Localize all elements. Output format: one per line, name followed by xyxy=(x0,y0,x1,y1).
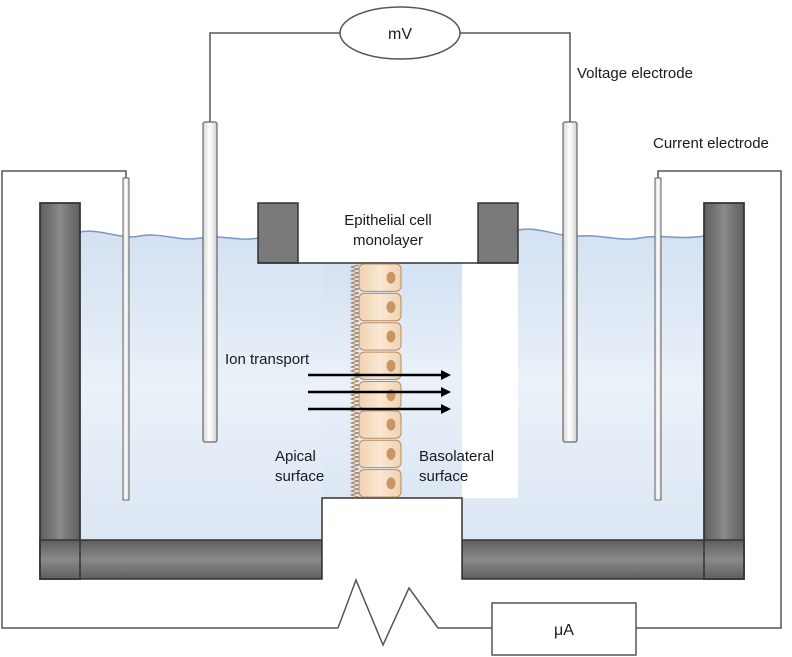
epithelial-cell xyxy=(358,263,402,292)
water-surface xyxy=(79,228,705,240)
cell-nucleus xyxy=(386,359,396,372)
epithelial-cell xyxy=(358,469,402,498)
voltage-electrode-label: Voltage electrode xyxy=(577,65,693,82)
current-electrode-left xyxy=(122,177,130,501)
voltage-electrode-left xyxy=(202,121,218,443)
voltage-electrodes xyxy=(202,121,578,443)
chamber-left xyxy=(39,202,323,580)
current-electrode-right xyxy=(654,177,662,501)
apical-label-2: surface xyxy=(275,468,324,485)
epithelial-cell xyxy=(358,439,402,469)
cell-nucleus xyxy=(386,271,396,284)
voltmeter-label: mV xyxy=(388,26,412,43)
monolayer-label-1: Epithelial cell xyxy=(344,212,432,229)
ammeter: μA xyxy=(491,602,637,656)
basolateral-label-2: surface xyxy=(419,468,468,485)
resistor xyxy=(337,577,439,647)
cell-nucleus xyxy=(386,418,396,431)
apical-microvilli xyxy=(349,264,360,498)
wires xyxy=(1,32,782,629)
monolayer-holder xyxy=(257,202,519,264)
cell-nucleus xyxy=(386,301,396,314)
current-electrode-label: Current electrode xyxy=(653,135,769,152)
ion-transport-arrows xyxy=(308,370,451,414)
voltage-electrode-right xyxy=(562,121,578,443)
epithelial-cell xyxy=(358,292,402,322)
monolayer-label-2: monolayer xyxy=(353,232,423,249)
cell-nucleus xyxy=(386,330,396,343)
apical-label-1: Apical xyxy=(275,448,316,465)
basolateral-label-1: Basolateral xyxy=(419,448,494,465)
cell-nucleus xyxy=(386,477,396,490)
cell-nucleus xyxy=(386,447,396,460)
ion-transport-label: Ion transport xyxy=(225,351,310,368)
voltmeter: mV xyxy=(339,6,461,60)
epithelial-cell xyxy=(358,322,402,351)
chamber-right xyxy=(461,202,745,580)
epithelial-cell xyxy=(358,351,402,380)
ammeter-label: μA xyxy=(554,622,574,639)
center-support xyxy=(321,497,463,579)
